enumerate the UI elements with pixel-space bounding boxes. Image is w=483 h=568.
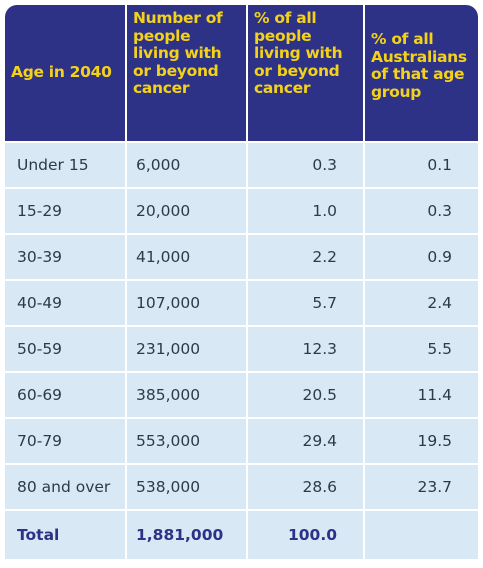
pct-people-cell: 28.6	[246, 463, 364, 510]
number-cell: 6,000	[125, 141, 247, 188]
header-pct-people: % of all people living with or beyond ca…	[246, 5, 364, 142]
number-cell: 231,000	[125, 325, 247, 372]
number-cell: 553,000	[125, 417, 247, 464]
pct-people-cell: 5.7	[246, 279, 364, 326]
table-row: 60-69 385,000 20.5 11.4	[5, 371, 478, 418]
age-cell: 15-29	[5, 187, 126, 234]
pct-people-cell: 1.0	[246, 187, 364, 234]
table-row: Under 15 6,000 0.3 0.1	[5, 141, 478, 188]
table-row: 50-59 231,000 12.3 5.5	[5, 325, 478, 372]
age-cell: 30-39	[5, 233, 126, 280]
age-cell: Total	[5, 509, 126, 559]
number-cell: 538,000	[125, 463, 247, 510]
table-body: Under 15 6,000 0.3 0.1 15-29 20,000 1.0 0.3 30-3…	[5, 141, 478, 559]
number-cell: 385,000	[125, 371, 247, 418]
pct-people-cell: 12.3	[246, 325, 364, 372]
pct-australians-cell: 2.4	[363, 279, 478, 326]
number-cell: 41,000	[125, 233, 247, 280]
pct-australians-cell: 0.3	[363, 187, 478, 234]
age-cell: 40-49	[5, 279, 126, 326]
age-cell: 50-59	[5, 325, 126, 372]
header-age: Age in 2040	[5, 5, 126, 142]
table-row: 80 and over 538,000 28.6 23.7	[5, 463, 478, 510]
pct-people-cell: 29.4	[246, 417, 364, 464]
table-row: 40-49 107,000 5.7 2.4	[5, 279, 478, 326]
pct-australians-cell: 0.9	[363, 233, 478, 280]
cancer-prevalence-table: Age in 2040 Number of people living with…	[5, 5, 478, 559]
pct-australians-cell: 23.7	[363, 463, 478, 510]
pct-people-cell: 100.0	[246, 509, 364, 559]
number-cell: 107,000	[125, 279, 247, 326]
pct-australians-cell: 19.5	[363, 417, 478, 464]
age-cell: Under 15	[5, 141, 126, 188]
header-pct-australians: % of all Australians of that age group	[363, 5, 478, 142]
table-row: 15-29 20,000 1.0 0.3	[5, 187, 478, 234]
age-cell: 80 and over	[5, 463, 126, 510]
header-number: Number of people living with or beyond c…	[125, 5, 247, 142]
cancer-prevalence-table-container: Age in 2040 Number of people living with…	[5, 5, 478, 561]
age-cell: 60-69	[5, 371, 126, 418]
header-row: Age in 2040 Number of people living with…	[5, 5, 478, 142]
pct-people-cell: 0.3	[246, 141, 364, 188]
pct-australians-cell	[363, 509, 478, 559]
number-cell: 20,000	[125, 187, 247, 234]
table-row: 30-39 41,000 2.2 0.9	[5, 233, 478, 280]
pct-australians-cell: 0.1	[363, 141, 478, 188]
number-cell: 1,881,000	[125, 509, 247, 559]
pct-people-cell: 20.5	[246, 371, 364, 418]
table-row: 70-79 553,000 29.4 19.5	[5, 417, 478, 464]
total-row: Total 1,881,000 100.0	[5, 509, 478, 559]
age-cell: 70-79	[5, 417, 126, 464]
pct-australians-cell: 5.5	[363, 325, 478, 372]
pct-people-cell: 2.2	[246, 233, 364, 280]
pct-australians-cell: 11.4	[363, 371, 478, 418]
